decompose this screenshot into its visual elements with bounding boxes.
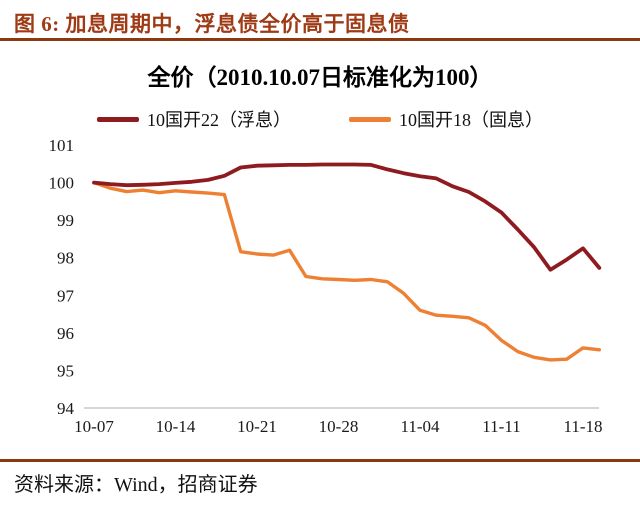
legend-swatch-fixed-icon (349, 116, 391, 122)
x-tick-label: 10-28 (319, 417, 359, 436)
legend-swatch-floating-icon (97, 116, 139, 122)
y-tick-label: 98 (57, 249, 74, 268)
legend-item-fixed: 10国开18（固息） (349, 106, 543, 132)
series-line-fixed (92, 180, 601, 362)
y-tick-label: 101 (49, 136, 75, 155)
x-tick-label: 10-21 (237, 417, 277, 436)
legend-item-floating: 10国开22（浮息） (97, 106, 291, 132)
figure-title: 图 6: 加息周期中，浮息债全价高于固息债 (14, 12, 410, 36)
y-tick-label: 94 (57, 399, 75, 418)
chart-title: 全价（2010.10.07日标准化为100） (147, 65, 493, 90)
y-tick-label: 100 (49, 174, 75, 193)
legend-label-fixed: 10国开18（固息） (399, 110, 543, 130)
series-line-floating (92, 162, 602, 272)
chart-legend: 10国开22（浮息） 10国开18（固息） (0, 106, 640, 132)
x-tick-label: 10-14 (156, 417, 196, 436)
y-tick-label: 95 (57, 361, 74, 380)
y-tick-label: 96 (57, 324, 74, 343)
x-tick-label: 11-18 (563, 417, 602, 436)
x-tick-label: 11-11 (482, 417, 520, 436)
y-tick-label: 97 (57, 286, 75, 305)
x-tick-label: 10-07 (74, 417, 114, 436)
source-note: 资料来源：Wind，招商证券 (14, 474, 258, 496)
top-divider (0, 38, 640, 41)
x-tick-label: 11-04 (400, 417, 440, 436)
bottom-divider (0, 459, 640, 462)
line-chart-plot: 94 95 96 97 98 99 100 101 10-07 10-14 10-21 10-28 11… (49, 136, 603, 436)
legend-label-floating: 10国开22（浮息） (147, 110, 291, 130)
y-tick-label: 99 (57, 211, 74, 230)
